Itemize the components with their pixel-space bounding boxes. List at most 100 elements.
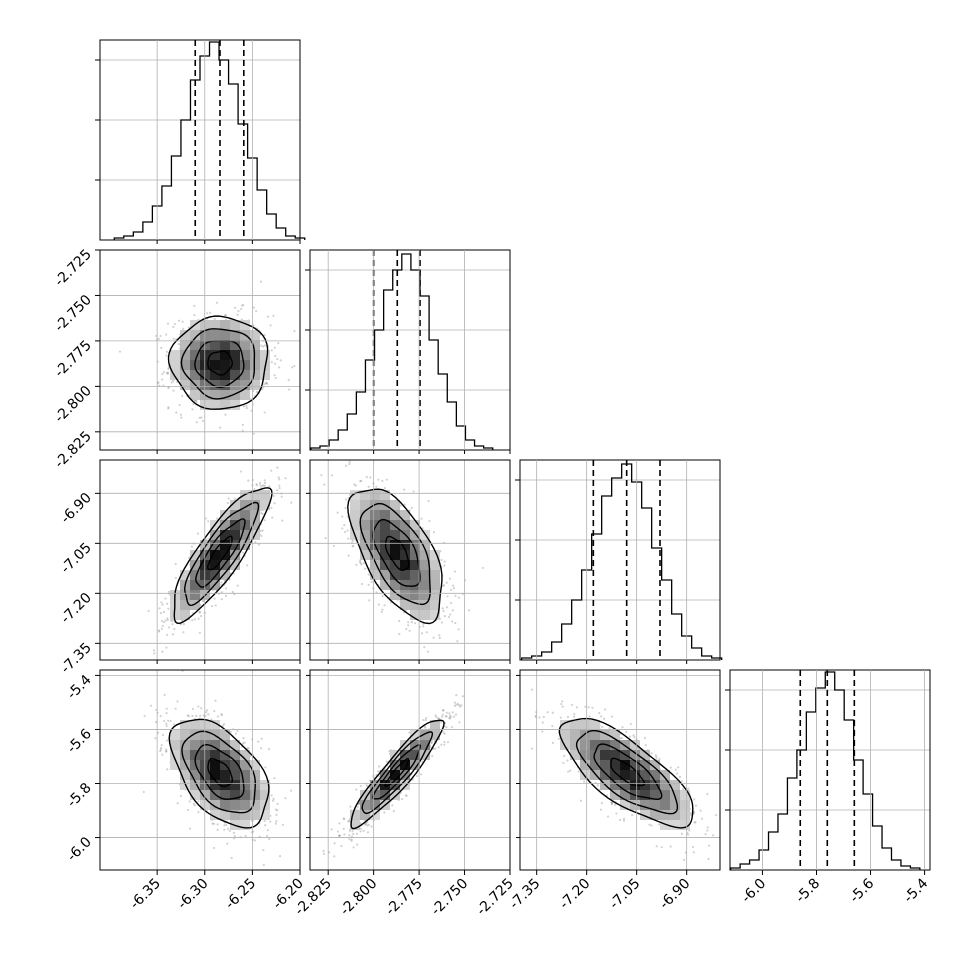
density-cell [660, 770, 670, 780]
density-cell [190, 350, 200, 360]
density-cell [630, 740, 640, 750]
sample-point [220, 713, 223, 716]
sample-point [226, 827, 230, 830]
sample-point [172, 723, 176, 726]
sample-point [467, 609, 471, 612]
density-cell [400, 600, 410, 610]
sample-point [177, 342, 180, 346]
density-cell [180, 350, 190, 360]
sample-point [693, 798, 696, 801]
x-tick-label: -6.25 [222, 876, 259, 913]
density-cell [210, 370, 220, 380]
sample-point [258, 481, 262, 484]
sample-point [359, 827, 363, 830]
histogram-panel-1 [305, 249, 511, 451]
x-tick-label: -5.6 [847, 875, 878, 906]
density-cell [240, 800, 250, 810]
sample-point [161, 603, 164, 606]
sample-point [158, 607, 161, 610]
scatter-panel-0-1 [118, 280, 296, 435]
density-cell [190, 770, 200, 780]
sample-point [336, 511, 339, 514]
sample-point [359, 455, 361, 457]
x-tick-label: -5.8 [793, 876, 824, 907]
density-cell [170, 370, 180, 380]
sample-point [449, 714, 452, 717]
y-tick-label: -5.6 [64, 726, 95, 757]
sample-point [430, 741, 433, 744]
sample-point [445, 606, 449, 609]
sample-point [441, 715, 444, 719]
sample-point [198, 610, 202, 613]
sample-point [167, 406, 170, 409]
sample-point [260, 737, 263, 740]
sample-point [706, 829, 709, 832]
density-cell [230, 800, 240, 810]
sample-point [261, 345, 265, 348]
sample-point [561, 700, 564, 703]
sample-point [270, 469, 273, 472]
sample-point [165, 722, 168, 725]
density-cell [220, 370, 230, 380]
density-cell [570, 750, 580, 760]
sample-point [599, 808, 603, 811]
density-cell [360, 500, 370, 510]
sample-point [377, 478, 380, 481]
sample-point [278, 484, 281, 487]
density-cell [610, 730, 620, 740]
sample-point [270, 360, 273, 364]
sample-point [330, 474, 334, 477]
density-cell [180, 330, 190, 340]
density-cell [260, 490, 270, 500]
sample-point [610, 801, 613, 804]
sample-point [252, 432, 255, 435]
sample-point [188, 800, 191, 803]
density-cell [220, 770, 230, 780]
density-cell [260, 780, 270, 790]
sample-point [338, 822, 341, 825]
sample-point [205, 538, 208, 541]
sample-point [403, 503, 406, 506]
density-cell [370, 790, 380, 800]
density-cell [640, 810, 650, 820]
sample-point [205, 709, 209, 712]
sample-point [191, 619, 194, 622]
density-cell [190, 760, 200, 770]
sample-point [610, 803, 614, 806]
density-cell [220, 320, 230, 330]
sample-point [279, 359, 282, 362]
density-cell [650, 790, 660, 800]
sample-point [348, 462, 351, 466]
sample-point [350, 835, 354, 838]
density-cell [180, 760, 190, 770]
sample-point [669, 766, 672, 769]
sample-point [437, 746, 440, 749]
x-tick-label: -2.775 [383, 876, 426, 919]
sample-point [398, 632, 401, 636]
density-cell [670, 800, 680, 810]
density-cell [260, 500, 270, 510]
density-cell [230, 790, 240, 800]
x-tick-label: -7.05 [607, 876, 644, 913]
density-cell [580, 760, 590, 770]
grid-lines [156, 40, 253, 240]
density-cell [230, 810, 240, 820]
sample-point [193, 304, 196, 307]
sample-point [381, 594, 384, 598]
sample-point [693, 821, 696, 824]
sample-point [460, 704, 463, 707]
sample-point [193, 804, 197, 807]
sample-point [444, 715, 447, 718]
sample-point [263, 479, 266, 482]
sample-point [546, 711, 549, 714]
sample-point [456, 702, 459, 705]
sample-point [628, 735, 632, 738]
sample-point [446, 595, 449, 598]
sample-point [174, 562, 177, 565]
sample-point [391, 804, 394, 807]
sample-point [278, 486, 281, 490]
density-cell [430, 730, 440, 740]
sample-point [260, 344, 263, 347]
sample-point [542, 715, 545, 719]
density-cell [180, 570, 190, 580]
